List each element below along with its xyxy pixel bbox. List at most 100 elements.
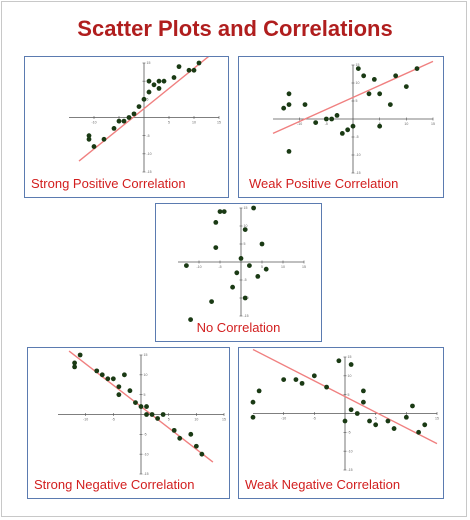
x-tick-label: 5 — [168, 121, 170, 125]
data-point — [111, 126, 117, 131]
data-point — [377, 91, 383, 97]
trend-line — [272, 60, 434, 135]
data-point — [144, 404, 149, 409]
data-point — [263, 266, 269, 272]
y-tick-label: -5 — [348, 431, 351, 435]
x-tick-label: 5 — [375, 417, 377, 421]
x-tick-label: 15 — [431, 122, 435, 126]
data-point — [342, 418, 348, 424]
y-tick-label: -5 — [356, 135, 359, 139]
data-point — [281, 105, 287, 111]
data-point — [217, 209, 223, 214]
data-point — [101, 136, 107, 142]
data-point — [86, 133, 92, 139]
data-point — [116, 118, 122, 124]
data-point — [141, 96, 147, 102]
data-point — [188, 317, 193, 322]
data-point — [355, 66, 361, 71]
caption-strong-negative: Strong Negative Correlation — [34, 477, 195, 492]
data-point — [336, 358, 342, 364]
data-point — [256, 388, 262, 394]
data-point — [160, 412, 166, 417]
y-tick-label: 5 — [348, 393, 350, 397]
data-point — [94, 368, 100, 374]
data-point — [313, 120, 319, 125]
data-point — [259, 241, 265, 247]
data-point — [209, 299, 214, 304]
data-point — [293, 377, 299, 382]
data-point — [176, 64, 182, 70]
data-point — [354, 411, 360, 416]
y-tick-label: -10 — [144, 452, 149, 456]
y-tick-label: 15 — [147, 61, 151, 65]
data-point — [234, 270, 240, 276]
data-point — [403, 414, 409, 420]
y-tick-label: -15 — [144, 472, 149, 476]
data-point — [416, 429, 421, 435]
data-point — [366, 91, 372, 97]
data-point — [422, 422, 428, 428]
data-point — [72, 364, 77, 370]
data-point — [161, 78, 167, 84]
y-tick-label: 10 — [356, 81, 360, 85]
y-tick-label: -15 — [244, 314, 249, 318]
data-point — [281, 377, 287, 382]
data-point — [136, 104, 142, 109]
data-point — [121, 118, 127, 124]
data-point — [410, 403, 415, 409]
data-point — [286, 102, 292, 107]
data-point — [385, 418, 391, 424]
y-tick-label: -15 — [348, 468, 353, 472]
x-tick-label: 15 — [435, 417, 439, 421]
y-tick-label: -5 — [144, 433, 147, 437]
data-point — [156, 78, 162, 84]
data-point — [191, 67, 197, 73]
data-point — [250, 414, 256, 420]
data-point — [250, 399, 256, 405]
x-tick-label: 10 — [404, 122, 408, 126]
y-tick-label: -5 — [147, 134, 150, 138]
data-point — [213, 245, 219, 250]
x-tick-label: -5 — [218, 265, 221, 269]
y-tick-label: 10 — [348, 374, 352, 378]
y-tick-label: 15 — [144, 353, 148, 357]
data-point — [127, 388, 133, 394]
data-point — [171, 75, 177, 80]
data-point — [213, 220, 219, 225]
data-point — [247, 263, 252, 268]
y-tick-label: 10 — [244, 224, 248, 228]
data-point — [116, 392, 122, 398]
data-point — [324, 384, 329, 390]
x-tick-label: -5 — [112, 418, 115, 422]
data-point — [184, 263, 189, 268]
trend-line — [78, 57, 210, 162]
data-point — [286, 149, 292, 154]
data-point — [302, 102, 308, 107]
x-tick-label: -10 — [297, 122, 302, 126]
x-tick-label: -10 — [91, 121, 96, 125]
data-point — [155, 416, 160, 421]
data-point — [299, 380, 305, 386]
x-tick-label: 5 — [261, 265, 263, 269]
data-point — [188, 431, 194, 437]
data-point — [131, 111, 137, 117]
data-point — [177, 435, 183, 441]
data-point — [361, 388, 366, 394]
data-point — [199, 451, 205, 457]
y-tick-label: 5 — [147, 98, 149, 102]
x-tick-label: 10 — [192, 121, 196, 125]
caption-weak-negative: Weak Negative Correlation — [245, 477, 401, 492]
data-point — [329, 116, 335, 122]
data-point — [144, 412, 149, 417]
data-point — [156, 86, 162, 91]
x-tick-label: -10 — [196, 265, 201, 269]
data-point — [77, 352, 83, 358]
data-point — [323, 116, 329, 122]
data-point — [387, 102, 393, 107]
data-point — [391, 426, 397, 431]
